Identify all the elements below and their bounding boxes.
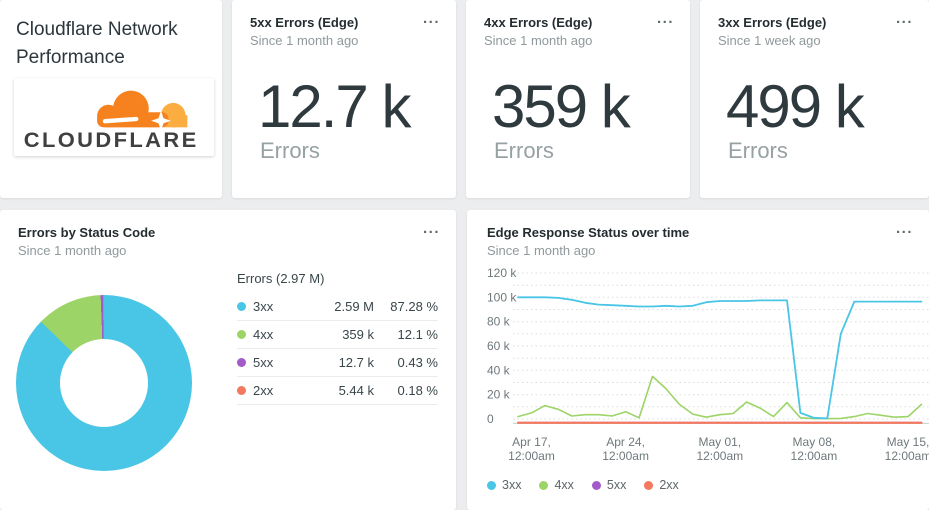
status-color-dot-icon — [237, 358, 246, 367]
cloudflare-logo-icon: CLOUDFLARE — [24, 90, 199, 150]
kpi-unit-label: Errors — [494, 138, 554, 163]
kpi-value: 12.7 k — [258, 73, 411, 140]
x-axis-tick-label: May 08, — [793, 435, 836, 449]
legend-item-5xx[interactable]: 5xx — [591, 478, 627, 492]
pie-legend-row-4xx[interactable]: 4xx 359 k 12.1 % — [237, 321, 438, 349]
chart-title: Errors by Status Code — [18, 225, 156, 240]
kpi-value: 499 k — [726, 73, 865, 140]
card-menu-icon[interactable]: ... — [656, 10, 674, 27]
status-percent: 87.28 % — [390, 299, 438, 314]
x-axis-tick-label: May 01, — [698, 435, 741, 449]
legend-dot-icon — [644, 480, 654, 490]
y-axis-tick-label: 20 k — [487, 388, 511, 402]
legend-label: 5xx — [606, 478, 627, 492]
kpi-title: 4xx Errors (Edge) — [484, 15, 593, 30]
status-value: 2.59 M — [334, 299, 374, 314]
status-value: 12.7 k — [338, 355, 374, 370]
legend-item-2xx[interactable]: 2xx — [644, 478, 679, 492]
card-menu-icon[interactable]: ... — [422, 10, 440, 27]
pie-legend-row-2xx[interactable]: 2xx 5.44 k 0.18 % — [237, 377, 438, 405]
kpi-unit-label: Errors — [728, 138, 788, 163]
card-menu-icon[interactable]: ... — [422, 220, 440, 237]
status-label: 2xx — [253, 383, 274, 398]
y-axis-tick-label: 80 k — [487, 315, 511, 329]
kpi-timerange: Since 1 week ago — [718, 33, 821, 48]
x-axis-tick-label: 12:00am — [602, 449, 649, 463]
legend-dot-icon — [591, 480, 601, 490]
card-menu-icon[interactable]: ... — [895, 220, 913, 237]
x-axis-tick-label: 12:00am — [885, 449, 929, 463]
cloudflare-logo: CLOUDFLARE — [14, 78, 214, 156]
y-axis-tick-label: 40 k — [487, 363, 511, 377]
status-percent: 0.18 % — [397, 383, 438, 398]
y-axis-tick-label: 120 k — [487, 266, 517, 280]
chart-title: Edge Response Status over time — [487, 225, 690, 240]
status-color-dot-icon — [237, 330, 246, 339]
x-axis-tick-label: 12:00am — [791, 449, 838, 463]
legend-item-4xx[interactable]: 4xx — [539, 478, 574, 492]
kpi-card-5xx-errors: 5xx Errors (Edge) Since 1 month ago ... … — [232, 0, 456, 198]
x-axis-tick-label: Apr 24, — [606, 435, 645, 449]
pie-legend-table: 3xx 2.59 M 87.28 % 4xx 359 k 12.1 % 5xx 12.7 k 0… — [237, 293, 438, 405]
kpi-title: 5xx Errors (Edge) — [250, 15, 359, 30]
edge-response-status-card: Edge Response Status over time Since 1 m… — [467, 210, 929, 510]
status-label: 3xx — [253, 299, 274, 314]
legend-label: 4xx — [554, 478, 574, 492]
x-axis-tick-label: Apr 17, — [512, 435, 551, 449]
card-menu-icon[interactable]: ... — [895, 10, 913, 27]
pie-legend-row-5xx[interactable]: 5xx 12.7 k 0.43 % — [237, 349, 438, 377]
cloudflare-logo-text: CLOUDFLARE — [24, 127, 199, 150]
kpi-title: 3xx Errors (Edge) — [718, 15, 827, 30]
legend-item-3xx[interactable]: 3xx — [487, 478, 521, 492]
y-axis-tick-label: 100 k — [487, 290, 517, 304]
kpi-card-4xx-errors: 4xx Errors (Edge) Since 1 month ago ... … — [466, 0, 690, 198]
x-axis-tick-label: May 15, — [887, 435, 929, 449]
dashboard-title: Cloudflare Network Performance — [16, 19, 178, 68]
status-label: 5xx — [253, 355, 274, 370]
status-label: 4xx — [253, 327, 274, 342]
legend-dot-icon — [487, 480, 496, 490]
kpi-timerange: Since 1 month ago — [484, 33, 593, 48]
legend-label: 2xx — [659, 478, 679, 492]
kpi-value: 359 k — [492, 73, 631, 140]
status-percent: 0.43 % — [397, 355, 438, 370]
legend-dot-icon — [539, 480, 549, 490]
line-series-3xx — [517, 296, 923, 420]
chart-timerange: Since 1 month ago — [18, 243, 127, 258]
kpi-unit-label: Errors — [260, 138, 320, 163]
pie-table-header: Errors (2.97 M) — [237, 271, 325, 286]
chart-timerange: Since 1 month ago — [487, 243, 596, 258]
pie-legend-row-3xx[interactable]: 3xx 2.59 M 87.28 % — [237, 293, 438, 321]
errors-by-status-code-card: Errors by Status Code Since 1 month ago … — [0, 210, 456, 510]
status-value: 359 k — [342, 327, 374, 342]
status-value: 5.44 k — [338, 383, 374, 398]
kpi-card-3xx-errors: 3xx Errors (Edge) Since 1 week ago ... 4… — [700, 0, 929, 198]
y-axis-tick-label: 60 k — [487, 339, 511, 353]
status-color-dot-icon — [237, 302, 246, 311]
status-percent: 12.1 % — [397, 327, 438, 342]
line-chart-legend: 3xx 4xx 5xx 2xx — [487, 478, 679, 492]
donut-hole — [60, 339, 148, 427]
x-axis-tick-label: 12:00am — [696, 449, 743, 463]
legend-label: 3xx — [502, 478, 522, 492]
x-axis-tick-label: 12:00am — [508, 449, 555, 463]
dashboard-title-card: Cloudflare Network Performance CLOUDFLAR… — [0, 0, 222, 198]
kpi-timerange: Since 1 month ago — [250, 33, 359, 48]
line-series-4xx — [517, 375, 923, 420]
status-color-dot-icon — [237, 386, 246, 395]
donut-chart[interactable] — [16, 295, 192, 471]
y-axis-tick-label: 0 — [487, 412, 494, 426]
